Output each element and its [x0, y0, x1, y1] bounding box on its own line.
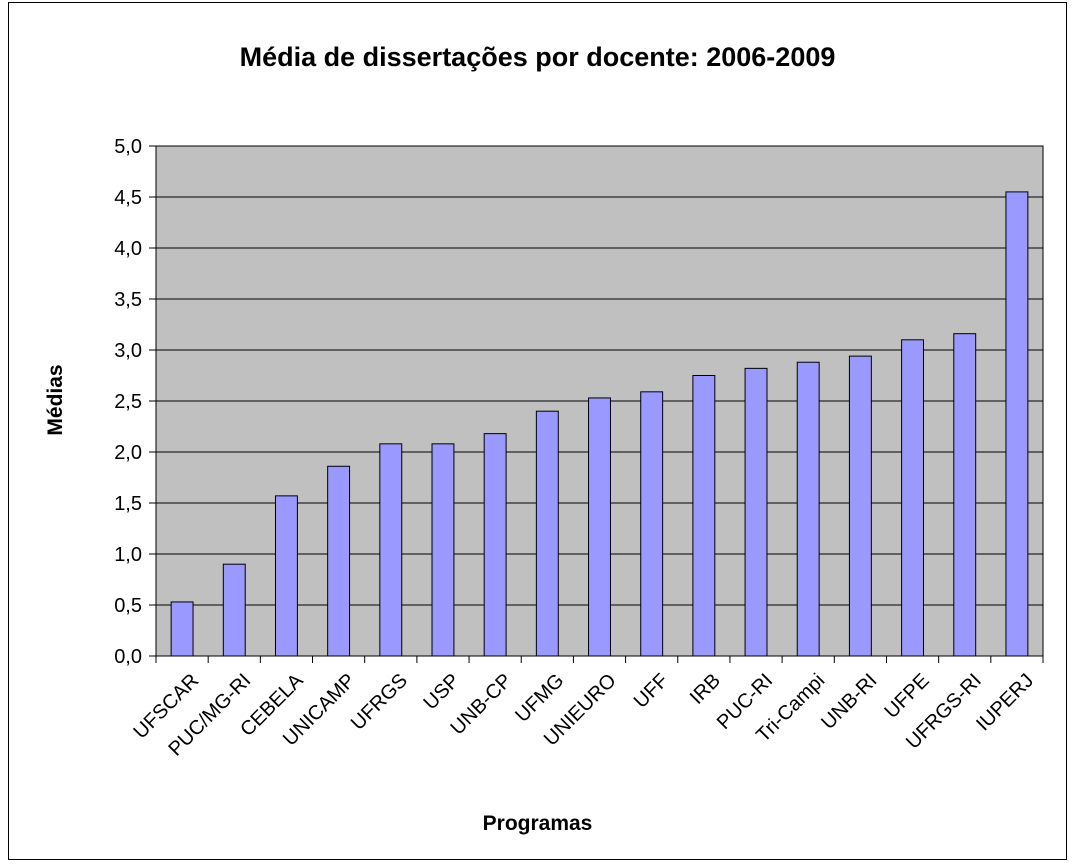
bar-puc-mg-ri [222, 563, 246, 657]
y-tick-label: 5,0 [114, 136, 142, 158]
y-tick-label: 1,5 [114, 493, 142, 515]
x-tick-label: IUPERJ [972, 670, 1038, 736]
bar-unb-cp [483, 433, 507, 657]
y-tick-label: 4,0 [114, 238, 142, 260]
bar-unicamp [327, 465, 351, 657]
x-tick-label: IRB [686, 670, 725, 709]
y-tick-label: 3,0 [114, 340, 142, 362]
bars [170, 191, 1029, 657]
bar-ufpe [901, 339, 925, 657]
y-tick-label: 3,5 [114, 289, 142, 311]
chart-title: Média de dissertações por docente: 2006-… [239, 42, 836, 72]
y-tick-label: 0,0 [114, 646, 142, 668]
bar-ufrgs [379, 443, 403, 657]
bar-ufrgs-ri [953, 333, 977, 657]
y-tick-labels: 0,0 0,5 1,0 1,5 2,0 2,5 3,0 3,5 4,0 4,5 5,0 [114, 136, 142, 668]
y-tick-label: 0,5 [114, 595, 142, 617]
bar-unb-ri [848, 355, 872, 657]
bar-cebela [274, 495, 298, 657]
y-tick-label: 1,0 [114, 544, 142, 566]
x-tick-label: UFF [630, 670, 673, 713]
x-axis-title: Programas [482, 812, 593, 835]
bar-uff [640, 391, 664, 657]
y-tick-label: 2,5 [114, 391, 142, 413]
axes [149, 145, 1044, 663]
bar-ufscar [170, 601, 194, 657]
bar-puc-ri [744, 367, 768, 657]
bar-ufmg [535, 410, 559, 657]
y-tick-label: 4,5 [114, 187, 142, 209]
bar-tri-campi [796, 361, 820, 657]
x-tick-label: USP [419, 670, 464, 715]
bar-usp [431, 443, 455, 657]
bar-iuperj [1005, 191, 1029, 657]
x-tick-label: UNB-RI [817, 670, 881, 734]
bar-unieuro [588, 397, 611, 657]
x-tick-label: UFRGS [347, 670, 412, 735]
bar-irb [692, 375, 716, 657]
y-tick-label: 2,0 [114, 442, 142, 464]
